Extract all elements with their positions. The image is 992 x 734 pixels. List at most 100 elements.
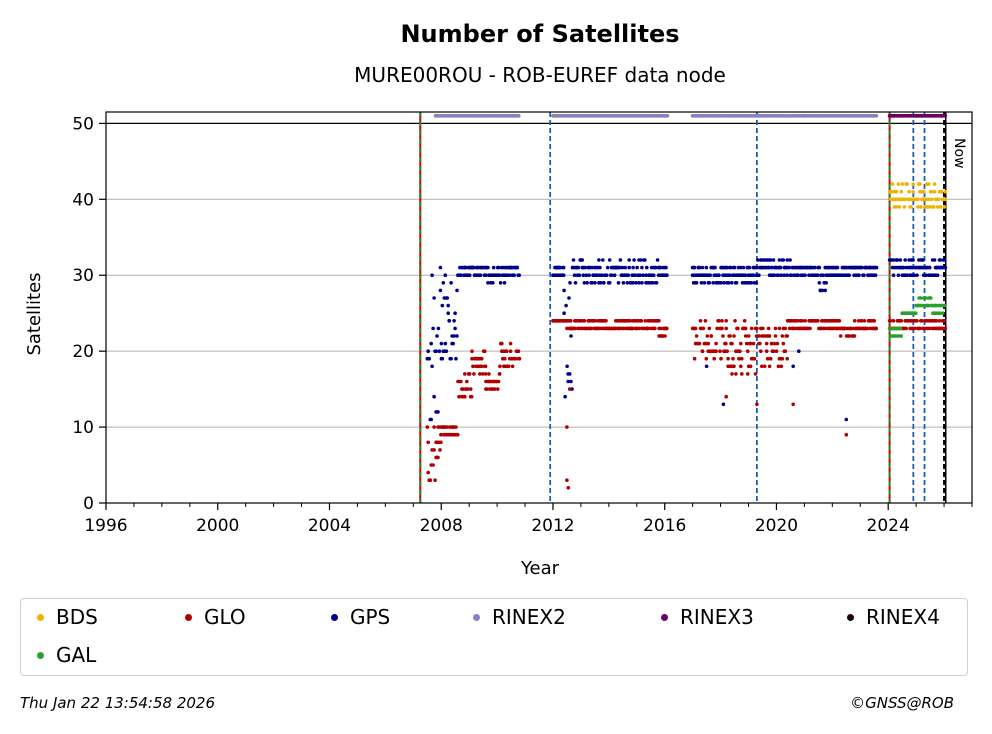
point-gps	[789, 273, 794, 278]
point-gps	[654, 281, 659, 285]
point-glo	[767, 364, 772, 369]
point-glo	[758, 341, 762, 346]
point-glo	[744, 341, 749, 346]
x-tick-label: 1996	[84, 516, 127, 536]
point-gps	[585, 281, 589, 285]
point-gps	[601, 258, 605, 262]
point-gps	[430, 273, 434, 278]
point-gps	[738, 265, 743, 270]
point-gps	[561, 265, 566, 270]
point-glo	[730, 341, 734, 346]
point-glo	[463, 372, 467, 376]
point-gps	[769, 265, 774, 270]
point-gps	[901, 265, 906, 270]
point-bds	[932, 189, 937, 194]
point-gps	[891, 258, 896, 262]
point-glo	[454, 425, 458, 429]
point-gps	[641, 273, 645, 278]
point-gps	[572, 273, 577, 278]
point-gps	[453, 326, 457, 331]
point-gps	[635, 265, 639, 270]
point-glo	[764, 349, 769, 354]
point-gps	[515, 265, 519, 270]
point-glo	[604, 319, 608, 323]
point-glo	[485, 387, 489, 391]
point-glo	[431, 463, 435, 467]
point-bds	[903, 197, 907, 202]
point-gps	[445, 296, 450, 300]
point-gps	[643, 258, 647, 262]
point-glo	[838, 334, 843, 338]
point-gps	[440, 303, 445, 308]
point-gps	[627, 265, 631, 270]
point-gps	[824, 281, 828, 285]
point-gps	[455, 288, 459, 293]
point-gps	[797, 349, 801, 354]
point-gps	[452, 334, 456, 338]
legend-item-gal: GAL	[37, 643, 96, 667]
point-glo	[724, 326, 728, 331]
point-rinex3	[943, 114, 948, 118]
point-bds	[919, 205, 923, 209]
point-glo	[745, 372, 750, 376]
point-gps	[443, 341, 448, 346]
point-gps	[486, 281, 490, 285]
point-gps	[766, 265, 771, 270]
point-glo	[888, 319, 893, 323]
point-glo	[943, 326, 948, 331]
point-glo	[783, 349, 788, 354]
point-gps	[625, 281, 630, 285]
y-axis-label: Satellites	[24, 272, 45, 355]
point-glo	[567, 387, 572, 391]
point-glo	[740, 356, 744, 361]
point-gps	[778, 265, 783, 270]
point-gps	[618, 258, 623, 262]
point-glo	[433, 478, 437, 483]
point-glo	[698, 319, 703, 323]
point-glo	[705, 334, 710, 338]
point-bds	[905, 182, 909, 186]
point-gps	[755, 265, 759, 270]
point-bds	[926, 182, 931, 186]
point-glo	[728, 334, 732, 338]
point-gps	[558, 265, 562, 270]
point-bds	[931, 205, 936, 209]
point-gps	[451, 341, 455, 346]
point-glo	[745, 349, 750, 354]
point-gps	[637, 281, 641, 285]
point-glo	[566, 486, 571, 490]
point-bds	[888, 197, 893, 202]
point-glo	[755, 326, 759, 331]
point-glo	[732, 364, 736, 369]
point-bds	[942, 205, 947, 209]
footer-copyright: ©GNSS@ROB	[850, 694, 954, 712]
point-glo	[856, 319, 861, 323]
point-glo	[706, 341, 711, 346]
point-gps	[491, 265, 496, 270]
point-glo	[721, 334, 725, 338]
point-gps	[782, 273, 787, 278]
point-glo	[765, 356, 770, 361]
point-glo	[759, 349, 763, 354]
point-glo	[482, 349, 487, 354]
point-glo	[776, 364, 781, 369]
point-gps	[725, 265, 729, 270]
point-glo	[737, 356, 741, 361]
point-gps	[697, 265, 702, 270]
point-glo	[739, 364, 743, 369]
point-gal	[937, 311, 942, 316]
point-gps	[584, 273, 588, 278]
point-glo	[707, 326, 712, 331]
point-glo	[865, 326, 870, 331]
point-gal	[921, 303, 925, 308]
point-glo	[465, 379, 469, 384]
point-glo	[643, 319, 647, 323]
point-gps	[756, 258, 760, 262]
point-gps	[743, 273, 748, 278]
point-glo	[714, 349, 718, 354]
point-glo	[749, 326, 754, 331]
point-gps	[563, 394, 567, 399]
chart-title: Number of Satellites	[400, 20, 679, 48]
point-gps	[569, 334, 573, 338]
satellite-chart: Number of Satellites MURE00ROU - ROB-EUR…	[24, 20, 973, 579]
